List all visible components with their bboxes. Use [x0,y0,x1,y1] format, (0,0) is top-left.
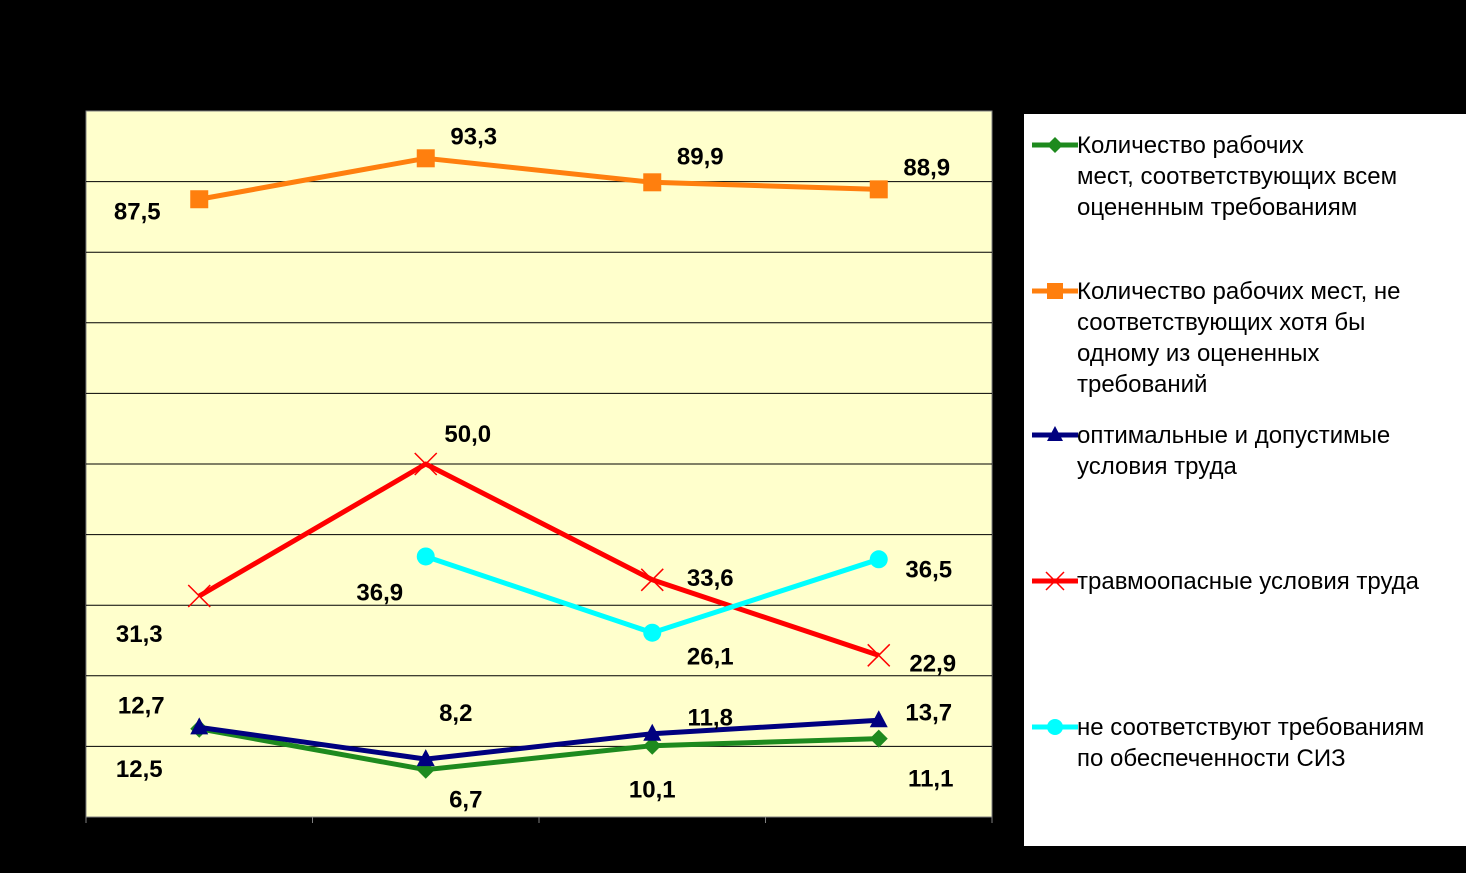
data-label: 11,8 [688,705,733,732]
data-point [867,643,891,667]
data-point [869,550,888,569]
series-2 [190,710,888,767]
data-point [869,180,888,199]
x-axis-ticks [85,817,993,823]
data-label: 36,9 [356,579,403,606]
data-labels: 12,5 6,7 10,1 11,1 87,5 93,3 89,9 88,9 12,7 8,2 11… [114,123,956,813]
series-line [198,717,879,762]
data-label: 50,0 [444,421,491,448]
legend-label-line: Количество рабочих мест, не [1077,278,1401,305]
data-label: 93,3 [450,123,497,150]
legend-label-line: по обеспеченности СИЗ [1077,745,1346,772]
data-label: 33,6 [687,565,734,592]
data-point [416,749,435,767]
data-label: 12,5 [116,756,163,783]
legend-label: не соответствуют требованиям по обеспечен… [1077,712,1466,774]
series-1 [190,149,888,209]
data-label: 89,9 [677,143,724,170]
legend-swatch [1032,283,1078,299]
data-point [869,710,888,728]
legend: Количество рабочих мест, соответствующих … [1024,114,1466,846]
series-line [198,155,879,202]
series-layer [187,149,891,779]
legend-swatch [1032,426,1078,441]
data-point [187,584,211,608]
legend-label: Количество рабочих мест, соответствующих … [1077,130,1466,223]
legend-label-line: оцененным требованиям [1077,194,1358,221]
legend-label: оптимальные и допустимые условия труда [1077,420,1466,482]
legend-label-line: мест, соответствующих всем [1077,163,1398,190]
legend-label-line: оптимальные и допустимые [1077,422,1391,449]
data-label: 10,1 [629,777,676,804]
legend-label-line: требований [1077,371,1208,398]
legend-label-line: соответствующих хотя бы [1077,309,1366,336]
legend-label-line: одному из оцененных [1077,340,1320,367]
series-4 [416,547,888,642]
data-label: 12,7 [118,692,165,719]
legend-label: травмоопасные условия труда [1077,566,1466,597]
data-point [643,173,662,192]
data-point [643,723,662,741]
legend-swatch [1032,719,1078,735]
gridlines [86,181,992,747]
data-label: 22,9 [909,650,956,677]
data-label: 87,5 [114,198,161,225]
data-point [643,623,662,642]
data-point [190,717,209,735]
series-line [197,461,880,658]
data-point [414,452,438,476]
data-label: 36,5 [905,556,952,583]
data-point [643,736,662,755]
legend-label-line: не соответствуют требованиям [1077,714,1425,741]
data-point [416,547,435,566]
data-point [640,568,664,592]
data-label: 88,9 [903,154,950,181]
data-point [190,190,209,209]
data-label: 31,3 [116,621,163,648]
data-label: 8,2 [439,700,472,727]
data-label: 26,1 [687,644,734,671]
series-3 [187,452,891,667]
data-point [416,149,435,168]
legend-label: Количество рабочих мест, не соответствующ… [1077,276,1466,400]
series-line [198,726,879,773]
data-label: 13,7 [905,699,952,726]
data-label: 11,1 [908,766,953,793]
legend-label-line: Количество рабочих [1077,132,1304,159]
data-point [869,729,888,748]
legend-swatch [1032,137,1078,153]
legend-label-line: условия труда [1077,453,1237,480]
legend-label-line: травмоопасные условия труда [1077,568,1420,595]
data-label: 6,7 [449,787,482,814]
legend-swatch [1032,571,1078,591]
